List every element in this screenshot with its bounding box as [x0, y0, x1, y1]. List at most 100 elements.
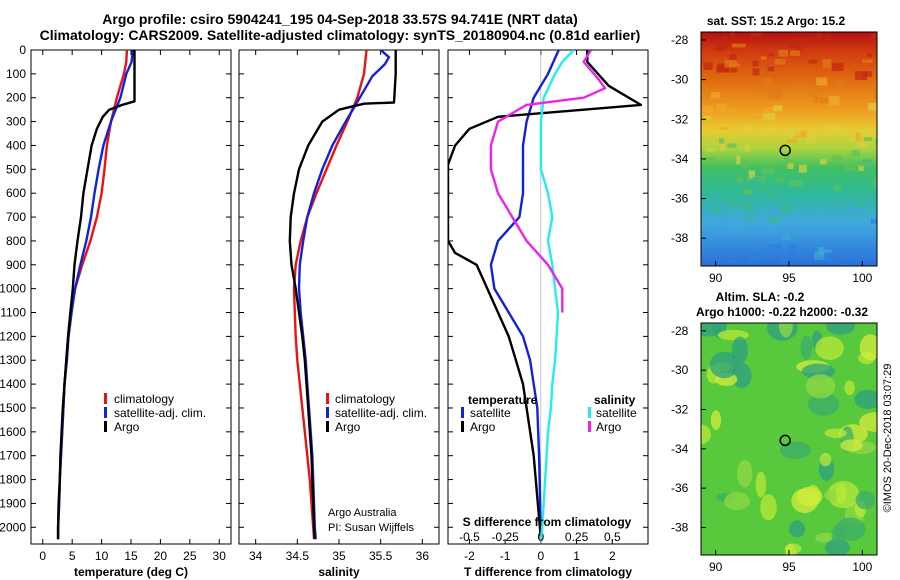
sla-patch	[778, 323, 793, 338]
sst-patch	[806, 38, 813, 43]
sst-patch	[741, 226, 746, 230]
legend-s-argo-label: Argo	[596, 420, 622, 434]
pi-credit: PI: Susan Wijffels	[328, 522, 414, 534]
sst-patch	[814, 251, 825, 260]
sst-patch	[831, 62, 844, 71]
s-tick-label: -0.5	[459, 530, 480, 544]
sst-patch	[773, 105, 783, 112]
sst-patch	[827, 124, 840, 132]
salinity-x-axis: 34 34.5 35 35.5 36	[249, 50, 429, 563]
sst-patch	[848, 137, 856, 142]
x-tick-label: 0	[538, 549, 545, 563]
sst-patch	[755, 88, 766, 94]
sst-patch	[726, 109, 735, 113]
sla-patch	[784, 543, 802, 554]
t-difference-axis-label: T difference from climatology	[464, 565, 632, 579]
sla-patch	[709, 351, 739, 379]
legend-argo-swatch	[326, 421, 329, 432]
sst-patch	[813, 94, 819, 103]
legend-t-satellite-label: satellite	[470, 406, 511, 420]
sst-patch	[750, 112, 762, 119]
sst-patch	[769, 207, 779, 214]
sst-patch	[748, 256, 755, 263]
legend-t-argo-label: Argo	[470, 420, 496, 434]
sst-patch	[709, 211, 716, 218]
difference-panel-frame	[447, 49, 649, 545]
sst-patch	[775, 177, 784, 182]
sst-patch	[745, 214, 756, 221]
legend-s-satellite-swatch	[588, 407, 591, 418]
sst-patch	[729, 63, 740, 67]
sla-patch	[801, 363, 836, 379]
depth-tick-label: 1800	[0, 473, 26, 487]
sst-patch	[742, 189, 752, 196]
sst-patch	[719, 138, 724, 144]
legend-climatology-swatch	[104, 393, 107, 404]
sst-patch	[770, 192, 777, 202]
legend-salinity-heading: salinity	[594, 393, 636, 407]
depth-tick-label: 400	[6, 138, 26, 152]
x-tick-label: 0	[39, 549, 46, 563]
depth-tick-label: 1500	[0, 401, 26, 415]
difference-series	[448, 50, 643, 540]
sst-patch	[701, 105, 714, 115]
sst-patch	[752, 176, 761, 182]
sst-patch	[779, 255, 788, 262]
sst-patch	[724, 201, 739, 207]
sst-float-marker	[779, 144, 791, 157]
depth-axis: 0 100 200 300 400 500 600 700 800 900 1000 1100 1200…	[0, 43, 648, 534]
sst-patch	[825, 212, 837, 217]
series-salinity-argo	[489, 50, 607, 313]
sst-patch	[752, 68, 760, 76]
sst-patch	[848, 206, 858, 211]
series-satellite-adj-clim-	[56, 50, 134, 540]
sst-patch	[774, 58, 786, 65]
lat-tick-label: -28	[671, 324, 689, 338]
sst-patch	[784, 157, 789, 165]
sst-patch	[787, 163, 794, 169]
sst-patch	[767, 66, 775, 72]
depth-tick-label: 600	[6, 186, 26, 200]
series-temperature-satellite	[489, 50, 560, 540]
temperature-axis-label: temperature (deg C)	[74, 565, 188, 579]
lon-tick-label: 90	[709, 560, 723, 574]
series-argo	[288, 50, 397, 540]
sst-map	[701, 32, 877, 266]
sla-patch	[724, 492, 751, 511]
sst-patch	[722, 35, 728, 42]
depth-tick-label: 2000	[0, 520, 26, 534]
sst-patch	[703, 62, 713, 70]
sla-patches	[701, 323, 877, 555]
sst-patch	[816, 77, 828, 86]
sst-patch	[706, 148, 716, 152]
depth-tick-label: 1600	[0, 425, 26, 439]
lat-tick-label: -36	[671, 192, 689, 206]
lat-tick-label: -38	[671, 520, 689, 534]
sst-patch	[719, 126, 728, 130]
legend-climatology-label: climatology	[114, 392, 174, 406]
sla-patch	[855, 490, 876, 510]
legend-argo-label: Argo	[335, 420, 361, 434]
sst-patches	[701, 32, 877, 266]
sst-patch	[792, 84, 806, 89]
depth-tick-label: 1900	[0, 496, 26, 510]
depth-tick-label: 0	[19, 43, 26, 57]
x-tick-label: 35.5	[369, 549, 393, 563]
sla-patch	[807, 392, 840, 416]
lon-tick-label: 100	[852, 560, 872, 574]
series-climatology	[56, 50, 129, 540]
depth-tick-label: 700	[6, 210, 26, 224]
sst-patch	[732, 43, 746, 48]
sst-patch	[839, 264, 849, 266]
sst-patch	[711, 205, 722, 214]
sst-patch	[855, 132, 861, 142]
sst-patch	[839, 132, 852, 136]
sst-patch	[740, 214, 747, 222]
sst-patch	[862, 59, 873, 63]
sst-patch	[736, 155, 741, 165]
sst-patch	[751, 32, 763, 37]
sst-patch	[746, 177, 751, 182]
sst-patch	[727, 143, 737, 148]
legend-climatology-label: climatology	[335, 392, 395, 406]
sst-patch	[856, 142, 867, 148]
